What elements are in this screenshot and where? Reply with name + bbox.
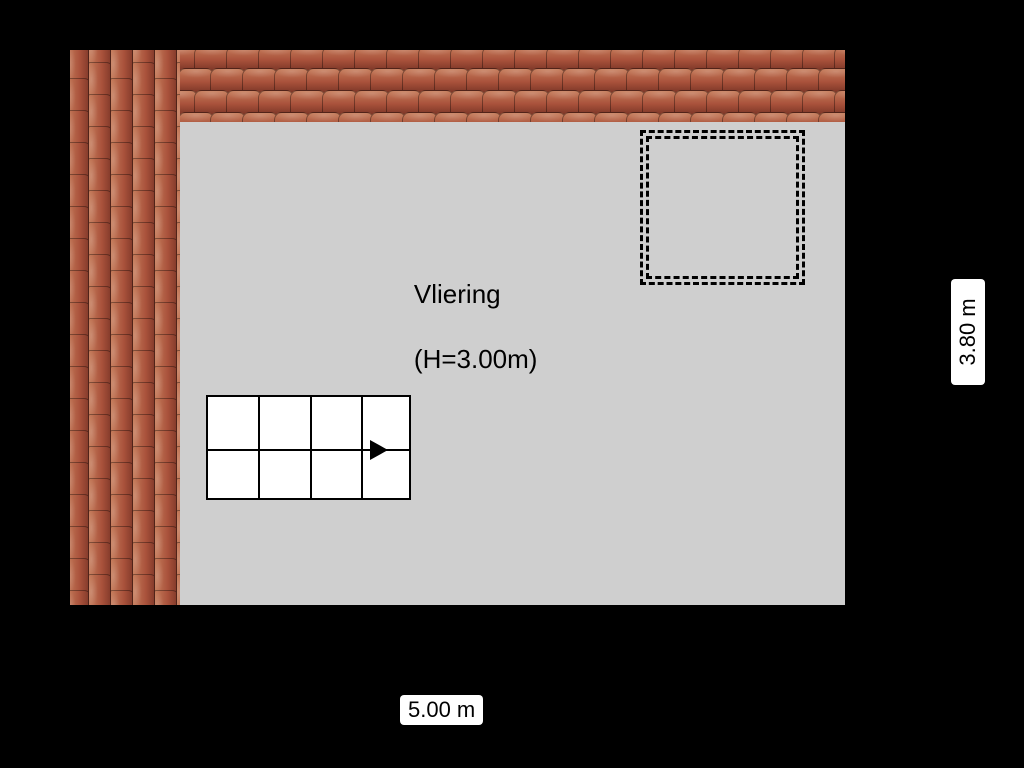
room-name: Vliering <box>414 279 501 309</box>
dimension-height-badge: 3.80 m <box>951 279 985 385</box>
floorplan-canvas: Vliering (H=3.00m) 5.00 m 3.80 m <box>0 0 1024 768</box>
dimension-height-value: 3.80 m <box>955 298 981 365</box>
room-label: Vliering (H=3.00m) <box>385 245 537 408</box>
roof-band-left <box>70 50 180 605</box>
roof-band-top <box>70 50 845 122</box>
ceiling-hatch <box>640 130 805 285</box>
dimension-width-value: 5.00 m <box>408 697 475 722</box>
room-height: (H=3.00m) <box>414 344 538 374</box>
stairs-icon <box>206 395 411 500</box>
dimension-width-badge: 5.00 m <box>400 695 483 725</box>
